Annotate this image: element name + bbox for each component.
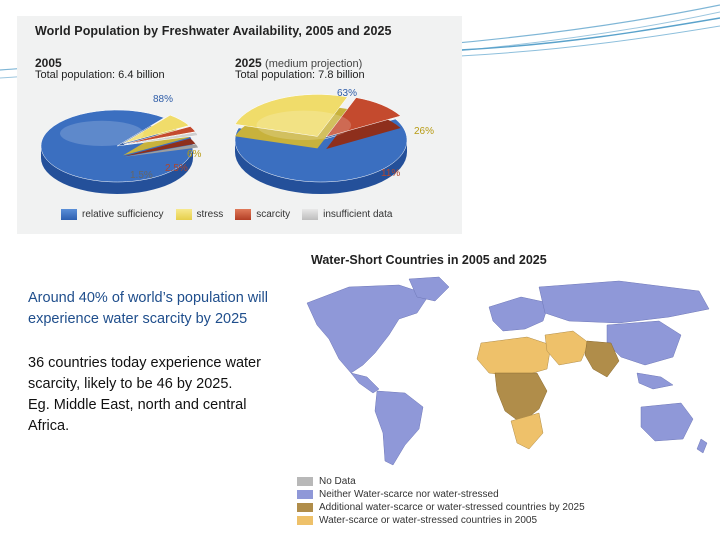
total-2025-label: Total population: 7.8 billion xyxy=(235,69,365,81)
text-paragraph-2-line-2: Eg. Middle East, north and central Afric… xyxy=(28,397,247,434)
map-legend-current: Water-scarce or water-stressed countries… xyxy=(297,514,585,527)
pie-slice-insufficient xyxy=(124,131,199,146)
projection-label: (medium projection) xyxy=(265,58,363,70)
pie-2025 xyxy=(234,94,408,194)
map-south-america xyxy=(374,390,424,466)
map-legend-neither: Neither Water-scarce nor water-stressed xyxy=(297,488,585,501)
map-legend-nodata: No Data xyxy=(297,475,585,488)
pct-2005-stress: 6% xyxy=(187,149,202,160)
map-legend: No Data Neither Water-scarce nor water-s… xyxy=(297,475,585,527)
pie-slice-scarcity xyxy=(325,97,402,138)
pie-slice-sufficiency xyxy=(40,109,194,183)
map-central-america xyxy=(350,372,380,394)
swatch-stress xyxy=(175,209,192,220)
map-new-zealand xyxy=(696,438,708,454)
total-2005-label: Total population: 6.4 billion xyxy=(35,69,165,81)
pie-highlight xyxy=(256,110,352,140)
map-north-asia xyxy=(538,280,710,324)
pie-slice-stress xyxy=(122,114,190,144)
pie-panel-title: World Population by Freshwater Availabil… xyxy=(35,24,392,38)
pie-charts xyxy=(40,94,408,194)
legend-item-insufficient: insufficient data xyxy=(302,209,392,220)
pie-slice-depth-insufficient xyxy=(124,144,199,157)
pct-2025-scarcity: 11% xyxy=(381,168,401,179)
swatch-current xyxy=(297,516,313,525)
text-paragraph-1: Around 40% of world’s population will ex… xyxy=(28,290,268,327)
legend-item-stress: stress xyxy=(175,209,223,220)
pct-2005-sufficiency: 88% xyxy=(153,94,174,105)
world-map xyxy=(306,276,710,466)
text-paragraph-2-line-1: 36 countries today experience water scar… xyxy=(28,355,261,392)
pie-slice-depth-scarcity xyxy=(124,138,196,157)
pct-2025-stress: 26% xyxy=(414,126,435,137)
text-paragraph-2: 36 countries today experience water scar… xyxy=(28,353,273,437)
map-greenland xyxy=(408,276,450,302)
swatch-nodata xyxy=(297,477,313,486)
legend-item-scarcity: scarcity xyxy=(235,209,290,220)
swatch-scarcity xyxy=(235,209,252,220)
swatch-neither xyxy=(297,490,313,499)
map-south-asia xyxy=(584,340,620,378)
pct-2005-insufficient: 1.5% xyxy=(130,170,153,181)
swatch-sufficiency xyxy=(61,209,77,220)
pie-legend: relative sufficiency stress scarcity ins… xyxy=(61,209,404,220)
pie-slice-scarcity xyxy=(124,126,196,145)
legend-item-sufficiency: relative sufficiency xyxy=(61,209,164,220)
body-text: Around 40% of world’s population will ex… xyxy=(28,288,273,437)
pct-2005-scarcity: 2.5% xyxy=(165,163,188,174)
year-2005-label: 2005 xyxy=(35,56,62,70)
swatch-insufficient xyxy=(302,209,319,220)
map-southeast-asia xyxy=(636,372,674,390)
pie-slice-stress xyxy=(234,94,348,137)
year-2025-label: 2025 (medium projection) xyxy=(235,56,363,70)
pie-highlight xyxy=(60,120,144,146)
map-australia xyxy=(640,402,694,442)
water-short-map-panel: Water-Short Countries in 2005 and 2025 xyxy=(289,245,720,540)
map-middle-east xyxy=(544,330,590,366)
map-legend-additional: Additional water-scarce or water-stresse… xyxy=(297,501,585,514)
swatch-additional xyxy=(297,503,313,512)
map-panel-title: Water-Short Countries in 2005 and 2025 xyxy=(311,253,547,267)
map-north-america xyxy=(306,284,430,374)
map-southern-africa xyxy=(510,412,544,450)
map-europe xyxy=(488,296,550,332)
map-north-africa xyxy=(476,336,552,378)
freshwater-pie-panel: World Population by Freshwater Availabil… xyxy=(17,16,462,234)
pie-2005 xyxy=(40,109,199,194)
pct-2025-sufficiency: 63% xyxy=(337,88,358,99)
